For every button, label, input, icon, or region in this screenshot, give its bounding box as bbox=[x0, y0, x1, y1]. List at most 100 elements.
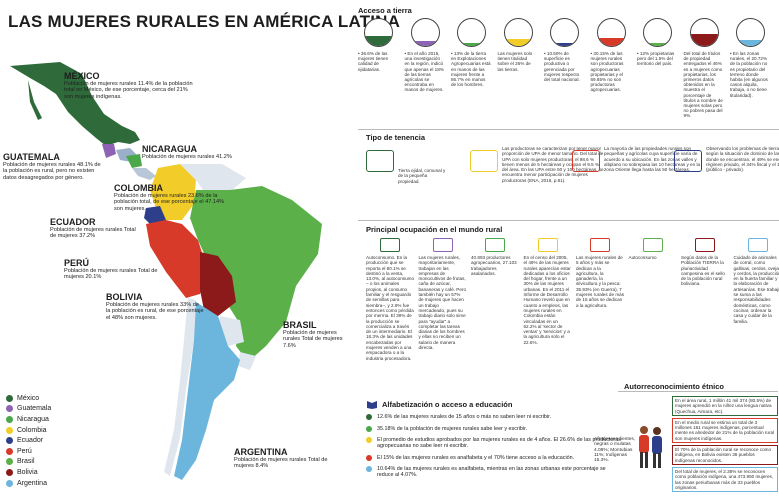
ocupacion-text: Las mujeres rurales, mayoritariamente, t… bbox=[418, 255, 467, 351]
ocupacion-row: Autoconsumo. En la producción que se rep… bbox=[366, 238, 779, 388]
ocupacion-text: Cuidado de animales de corral, como gall… bbox=[733, 255, 779, 324]
country-text-nicaragua: Población de mujeres rurales 41.2% bbox=[142, 154, 232, 160]
autoreconocimiento-item: El 70% de la población rural se reconoce… bbox=[672, 445, 778, 465]
acceso-text: Del total de títulos de propiedad entreg… bbox=[683, 51, 723, 119]
educacion-dot bbox=[366, 454, 372, 461]
legend-label: Nicaragua bbox=[17, 415, 49, 423]
educacion-dot bbox=[366, 425, 372, 432]
country-label-nicaragua: NICARAGUA Población de mujeres rurales 4… bbox=[142, 144, 270, 160]
progress-circle bbox=[410, 18, 440, 47]
country-label-mexico: MÉXICO Población de mujeres rurales 11.4… bbox=[64, 71, 196, 100]
legend-label: Guatemala bbox=[17, 405, 52, 413]
autoreconocimiento-item: En el medio rural se estima un total de … bbox=[672, 417, 778, 444]
country-name-bolivia: BOLIVIA bbox=[106, 292, 143, 302]
acceso-item: • 12% propietarias pero del 1.5% del ter… bbox=[637, 18, 677, 67]
ocupacion-item: 40.893 productores agropecuarios, 27.103… bbox=[471, 238, 519, 276]
map-colombia bbox=[150, 164, 196, 220]
basket-icon bbox=[695, 238, 715, 252]
acceso-text: Las mujeres solo tienen titulidad sobre … bbox=[497, 51, 533, 72]
country-name-mexico: MÉXICO bbox=[64, 71, 100, 81]
progress-circle bbox=[457, 18, 486, 47]
ocupacion-item: Las mujeres rurales, mayoritariamente, t… bbox=[419, 238, 467, 350]
legend-swatch bbox=[6, 426, 13, 434]
country-name-brasil: BRASIL bbox=[283, 320, 317, 330]
legend-item: Ecuador bbox=[6, 435, 51, 446]
progress-fill bbox=[411, 41, 439, 46]
educacion-text: 35.18% de la población de mujeres rurale… bbox=[377, 425, 528, 432]
basket-icon bbox=[590, 238, 610, 252]
progress-fill bbox=[644, 42, 671, 46]
progress-circle bbox=[550, 18, 579, 47]
country-name-ecuador: ECUADOR bbox=[50, 217, 96, 227]
country-text-guatemala: Población de mujeres rurales 48.1% de la… bbox=[3, 162, 101, 181]
acceso-text: • En el año 2015, una investigación en l… bbox=[404, 51, 444, 93]
progress-circle bbox=[364, 18, 393, 47]
acceso-item: Del total de títulos de propiedad entreg… bbox=[684, 18, 724, 119]
basket-icon bbox=[642, 238, 663, 252]
acceso-item: • 36.6% de las mujeres tienen calidad de… bbox=[358, 18, 398, 72]
tenencia-text: Observando los problemas de tierra relev… bbox=[706, 146, 779, 173]
educacion-text: El promedio de estudios aprobados por la… bbox=[377, 437, 621, 450]
acceso-text: • 13% de la tierra en Explotaciones Agro… bbox=[451, 51, 491, 88]
country-label-colombia: COLOMBIA Población de mujeres rurales 23… bbox=[114, 183, 230, 212]
country-text-brasil: Población de mujeres rurales Total de mu… bbox=[283, 330, 343, 349]
educacion-dot bbox=[366, 414, 372, 420]
acceso-text: • 10.50% de superficie es productiva o g… bbox=[544, 51, 580, 83]
tenencia-item: Observando los problemas de tierra relev… bbox=[674, 146, 779, 172]
legend-swatch bbox=[6, 405, 13, 413]
latin-america-map bbox=[10, 62, 322, 480]
autoreconocimiento-left-text: Afrodescendientes, negras o mulatas 4.08… bbox=[594, 437, 636, 464]
book-icon bbox=[367, 401, 377, 409]
acceso-text: • 12% propietarias pero del 1.5% del ter… bbox=[637, 51, 675, 67]
ocupacion-item: Autoconsumo bbox=[629, 238, 677, 260]
legend-item: Colombia bbox=[6, 425, 51, 436]
ocupacion-text: Según datos de la Población TIERRA la pl… bbox=[681, 255, 725, 287]
educacion-item: 10.64% de las mujeres rurales es analfab… bbox=[366, 466, 621, 478]
country-text-ecuador: Población de mujeres rurales Total de mu… bbox=[50, 227, 136, 240]
ocupacion-item: En el censo del 2005, el 49% de las muje… bbox=[524, 238, 572, 345]
legend-item: Argentina bbox=[6, 478, 51, 489]
educacion-text: 12.6% de las mujeres rurales de 15 años … bbox=[377, 414, 552, 420]
section-heading-ocupacion: Principal ocupación en el mundo rural bbox=[366, 225, 503, 234]
map-guatemala bbox=[102, 144, 116, 158]
progress-fill bbox=[504, 38, 532, 46]
acceso-item: • 13% de la tierra en Explotaciones Agro… bbox=[451, 18, 491, 87]
progress-fill bbox=[458, 42, 485, 46]
educacion-item: El promedio de estudios aprobados por la… bbox=[366, 437, 621, 449]
progress-circle bbox=[643, 18, 672, 47]
farm-icon bbox=[674, 150, 702, 172]
map-legend: México Guatemala Nicaragua Colombia Ecuador P… bbox=[6, 393, 51, 488]
page-title: LAS MUJERES RURALES EN AMÉRICA LATINA bbox=[8, 12, 401, 31]
map-peru bbox=[146, 220, 208, 298]
country-name-colombia: COLOMBIA bbox=[114, 183, 163, 193]
progress-fill bbox=[365, 36, 392, 46]
acceso-item: • En el año 2015, una investigación en l… bbox=[405, 18, 445, 93]
legend-swatch bbox=[6, 394, 13, 402]
basket-icon bbox=[380, 238, 400, 252]
legend-label: Perú bbox=[17, 447, 32, 455]
educacion-item: 12.6% de las mujeres rurales de 15 años … bbox=[366, 414, 621, 420]
educacion-item: 35.18% de la población de mujeres rurale… bbox=[366, 425, 621, 432]
ocupacion-text: Autoconsumo. En la producción que se rep… bbox=[366, 255, 415, 361]
educacion-list: 12.6% de las mujeres rurales de 15 años … bbox=[366, 414, 621, 484]
educacion-text: 10.64% de las mujeres rurales es analfab… bbox=[377, 466, 606, 479]
legend-label: México bbox=[17, 394, 40, 402]
ocupacion-item: Autoconsumo. En la producción que se rep… bbox=[366, 238, 414, 361]
acceso-item: Las mujeres solo tienen titulidad sobre … bbox=[498, 18, 538, 72]
women-figures-icon bbox=[639, 426, 662, 468]
legend-item: Nicaragua bbox=[6, 414, 51, 425]
autoreconocimiento-text: Del total de mujeres, el 2.38% se recono… bbox=[675, 468, 774, 490]
country-label-argentina: ARGENTINA Población de mujeres rurales T… bbox=[234, 447, 334, 470]
map-brasil bbox=[190, 186, 322, 362]
acceso-text: • 36.6% de las mujeres tienen calidad de… bbox=[358, 51, 389, 72]
country-label-peru: PERÚ Población de mujeres rurales Total … bbox=[64, 258, 160, 281]
map-bolivia bbox=[200, 252, 236, 316]
acceso-item: • 30.15% de las mujeres rurales son prod… bbox=[591, 18, 631, 93]
basket-icon bbox=[747, 238, 768, 252]
legend-label: Bolivia bbox=[17, 468, 38, 476]
country-name-peru: PERÚ bbox=[64, 258, 90, 268]
country-label-bolivia: BOLIVIA Población de mujeres rurales 33%… bbox=[106, 292, 204, 321]
acceso-item: • En las zonas rurales, el 20.72% de la … bbox=[730, 18, 770, 98]
ocupacion-item: Cuidado de animales de corral, como gall… bbox=[734, 238, 779, 324]
section-heading-acceso: Acceso a tierra bbox=[358, 6, 412, 15]
